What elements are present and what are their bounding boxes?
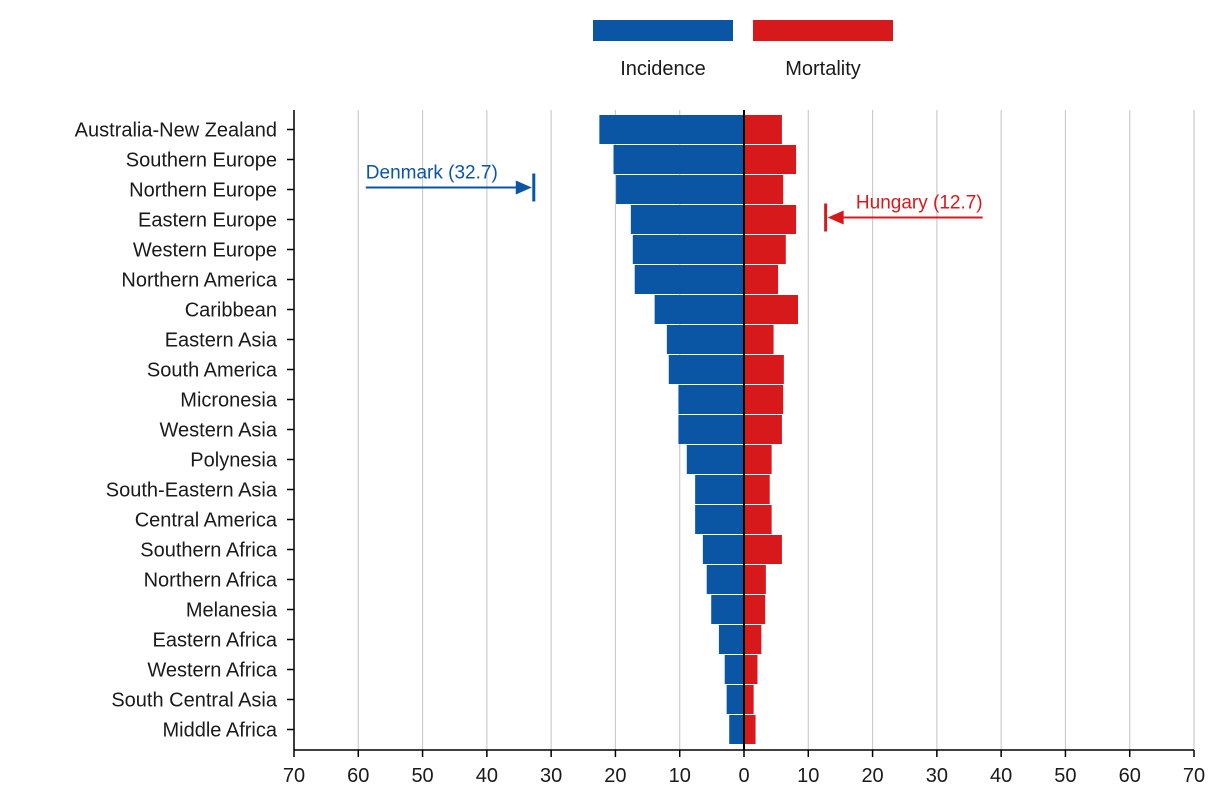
category-label: Southern Europe — [126, 150, 277, 172]
bar-incidence-eastern-asia — [666, 325, 744, 354]
bar-incidence-northern-africa — [706, 565, 744, 594]
category-label: Western Africa — [147, 660, 278, 682]
bar-incidence-western-africa — [724, 655, 744, 684]
category-label: Polynesia — [190, 450, 278, 472]
bar-incidence-middle-africa — [729, 715, 744, 744]
bar-mortality-south-america — [744, 355, 784, 384]
bar-mortality-northern-europe — [744, 175, 784, 204]
category-label: Northern Africa — [144, 570, 278, 592]
bar-mortality-caribbean — [744, 295, 798, 324]
category-label: Eastern Europe — [138, 210, 277, 232]
bar-incidence-northern-europe — [616, 175, 744, 204]
bar-mortality-micronesia — [744, 385, 784, 414]
bar-mortality-southern-africa — [744, 535, 782, 564]
x-tick-label: 40 — [990, 765, 1012, 787]
category-label: South Central Asia — [111, 690, 278, 712]
bar-incidence-western-asia — [678, 415, 744, 444]
bar-mortality-southern-europe — [744, 145, 797, 174]
axes: Australia-New Zealand Southern Europe Nort… — [75, 110, 1205, 787]
annotation-hungary-12-7: Hungary (12.7) — [824, 193, 983, 232]
bar-mortality-melanesia — [744, 595, 766, 624]
bar-incidence-southern-europe — [613, 145, 744, 174]
x-tick-label: 70 — [1183, 765, 1205, 787]
bar-mortality-northern-africa — [744, 565, 766, 594]
bar-incidence-polynesia — [686, 445, 744, 474]
annotation-arrowhead — [827, 210, 844, 225]
category-label: Australia-New Zealand — [75, 120, 277, 142]
bar-incidence-western-europe — [632, 235, 744, 264]
annotations: Denmark (32.7) Hungary (12.7) — [365, 163, 983, 232]
x-tick-label: 60 — [1119, 765, 1141, 787]
category-label: Micronesia — [180, 390, 278, 412]
category-label: South America — [147, 360, 278, 382]
x-tick-label: 30 — [926, 765, 948, 787]
bars — [599, 115, 798, 744]
bar-incidence-south-america — [668, 355, 744, 384]
category-label: Western Asia — [160, 420, 278, 442]
x-tick-label: 50 — [1054, 765, 1076, 787]
category-label: Western Europe — [133, 240, 277, 262]
bar-mortality-south-central-asia — [744, 685, 754, 714]
category-label: South-Eastern Asia — [106, 480, 278, 502]
bar-mortality-western-asia — [744, 415, 782, 444]
bar-mortality-central-america — [744, 505, 772, 534]
category-label: Middle Africa — [163, 720, 278, 742]
category-label: Central America — [135, 510, 278, 532]
legend: Incidence Mortality — [593, 20, 893, 80]
x-tick-label: 60 — [347, 765, 369, 787]
x-tick-label: 20 — [861, 765, 883, 787]
bar-incidence-caribbean — [654, 295, 744, 324]
bar-incidence-eastern-africa — [718, 625, 744, 654]
bar-incidence-southern-africa — [702, 535, 744, 564]
bar-incidence-northern-america — [634, 265, 744, 294]
bar-mortality-eastern-europe — [744, 205, 797, 234]
bar-mortality-northern-america — [744, 265, 779, 294]
bar-incidence-central-america — [695, 505, 744, 534]
x-tick-label: 70 — [283, 765, 305, 787]
legend-label-mortality: Mortality — [785, 58, 861, 80]
category-label: Eastern Africa — [152, 630, 277, 652]
bar-mortality-middle-africa — [744, 715, 756, 744]
bar-incidence-micronesia — [678, 385, 744, 414]
annotation-label: Denmark (32.7) — [366, 163, 498, 184]
category-label: Eastern Asia — [165, 330, 278, 352]
x-tick-label: 10 — [669, 765, 691, 787]
x-tick-label: 0 — [738, 765, 749, 787]
bar-mortality-eastern-asia — [744, 325, 774, 354]
bar-mortality-eastern-africa — [744, 625, 762, 654]
x-tick-label: 20 — [604, 765, 626, 787]
x-tick-label: 50 — [411, 765, 433, 787]
category-label: Northern Europe — [129, 180, 277, 202]
bar-mortality-australia-new-zealand — [744, 115, 782, 144]
bar-mortality-polynesia — [744, 445, 772, 474]
bar-incidence-south-eastern-asia — [695, 475, 744, 504]
category-label: Southern Africa — [140, 540, 278, 562]
category-label: Caribbean — [185, 300, 277, 322]
category-label: Melanesia — [186, 600, 278, 622]
legend-swatch-incidence — [593, 20, 733, 41]
bar-mortality-western-europe — [744, 235, 786, 264]
annotation-arrowhead — [515, 180, 532, 195]
annotation-label: Hungary (12.7) — [856, 193, 983, 214]
legend-label-incidence: Incidence — [620, 58, 706, 80]
bar-mortality-south-eastern-asia — [744, 475, 770, 504]
bar-mortality-western-africa — [744, 655, 758, 684]
annotation-denmark-32-7: Denmark (32.7) — [365, 163, 536, 202]
bar-incidence-south-central-asia — [726, 685, 744, 714]
bar-incidence-eastern-europe — [630, 205, 744, 234]
bar-incidence-australia-new-zealand — [599, 115, 744, 144]
legend-swatch-mortality — [753, 20, 893, 41]
x-tick-label: 10 — [797, 765, 819, 787]
grid-lines — [293, 110, 1195, 750]
category-label: Northern America — [121, 270, 277, 292]
x-tick-label: 40 — [476, 765, 498, 787]
bar-incidence-melanesia — [711, 595, 744, 624]
x-tick-label: 30 — [540, 765, 562, 787]
